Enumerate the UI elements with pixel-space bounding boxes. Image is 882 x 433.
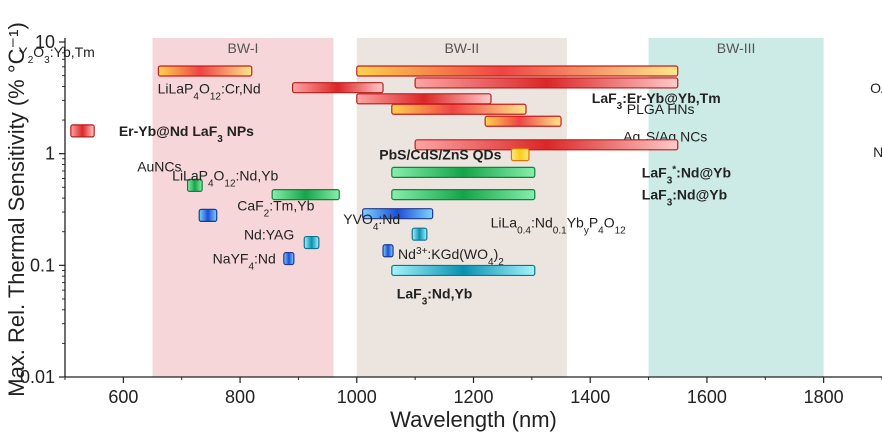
bar-label: Nd:YAG <box>244 227 294 243</box>
band-bw-i <box>152 38 334 377</box>
bar-label: AuNCs <box>137 158 181 174</box>
range-bar <box>382 244 394 258</box>
range-bar <box>356 65 679 77</box>
range-bar <box>186 178 203 192</box>
y-tick-label: 10 <box>35 32 55 52</box>
bar-label: YVO4:Nd <box>343 211 400 233</box>
bar-label: NaYF4:Nd <box>213 251 276 273</box>
x-tick-label: 1800 <box>804 387 844 407</box>
range-bar <box>283 251 295 266</box>
range-bar <box>271 188 340 201</box>
y-tick-label: 0.01 <box>20 367 55 387</box>
range-bar <box>484 115 562 127</box>
range-bar <box>356 93 492 105</box>
bar-label: NaGdF4NIR T <box>873 143 882 165</box>
range-bar <box>414 77 679 89</box>
bar-label: LiLaP4O12:Cr,Nd <box>158 81 261 103</box>
wavelength-bands: BW-I BW-II BW-III <box>152 38 824 377</box>
bar-label: LaF3:Nd,Yb <box>397 285 473 307</box>
x-tick-label: 1000 <box>337 387 377 407</box>
bar-label: LaF3:Er-Yb@Yb,Tm <box>592 90 721 112</box>
bar-label: PLGA HNs <box>627 101 695 117</box>
range-bar <box>291 82 384 94</box>
bar-label: CaF2:Tm,Yb <box>237 197 314 219</box>
bar-label: OA-NaYF43+:Yb,Ho³⁺,Er³⁺ <box>870 79 882 101</box>
range-bar <box>198 208 218 223</box>
range-bar <box>70 124 95 138</box>
band-label: BW-I <box>228 40 259 56</box>
range-bar <box>510 148 530 162</box>
band-label: BW-III <box>717 40 756 56</box>
range-bar <box>391 166 536 178</box>
range-bar <box>303 235 320 250</box>
bar-label: LiLa0.4:Nd0.1YbyP4O12 <box>491 215 627 237</box>
band-bw-iii <box>648 38 824 377</box>
axes: 600 800 1000 1200 1400 1600 1800 0.01 0.1 1 10 Wave… <box>4 22 882 432</box>
x-tick-label: 1400 <box>570 387 610 407</box>
bar-label: LaF3*:Nd@Yb <box>642 164 731 186</box>
range-bar <box>414 139 679 151</box>
range-bar <box>391 103 527 115</box>
x-tick-label: 1600 <box>687 387 727 407</box>
x-tick-label: 600 <box>108 387 138 407</box>
x-tick-label: 1200 <box>453 387 493 407</box>
y-axis-title: Max. Rel. Thermal Sensitivity (% °C⁻¹) <box>4 22 29 397</box>
x-tick-label: 800 <box>225 387 255 407</box>
bar-label: LiLaP4O12:Nd,Yb <box>172 168 278 190</box>
bar-label: Y2O3:Yb,Tm <box>18 44 94 65</box>
bar-label: Nd3+:KGd(WO4)2 <box>398 245 504 267</box>
range-bar <box>391 264 536 277</box>
band-label: BW-II <box>444 40 479 56</box>
range-bar <box>411 227 428 241</box>
bar-label: Er-Yb@Nd LaF3 NPs <box>119 123 254 145</box>
range-bar <box>157 65 253 77</box>
y-tick-label: 1 <box>45 144 55 164</box>
range-bar <box>362 208 434 220</box>
sensitivity-bars: Y2O3:Yb,Tm LiLaP4O12:Cr,Nd Er-Yb@Nd LaF3 N… <box>18 44 882 307</box>
bar-label: PbS/CdS/ZnS QDs <box>379 147 501 163</box>
x-axis-title: Wavelength (nm) <box>390 407 557 432</box>
band-bw-ii <box>356 38 567 377</box>
bar-label: LaF3:Nd@Yb <box>642 187 727 209</box>
range-bar <box>391 188 536 201</box>
y-tick-label: 0.1 <box>30 255 55 275</box>
